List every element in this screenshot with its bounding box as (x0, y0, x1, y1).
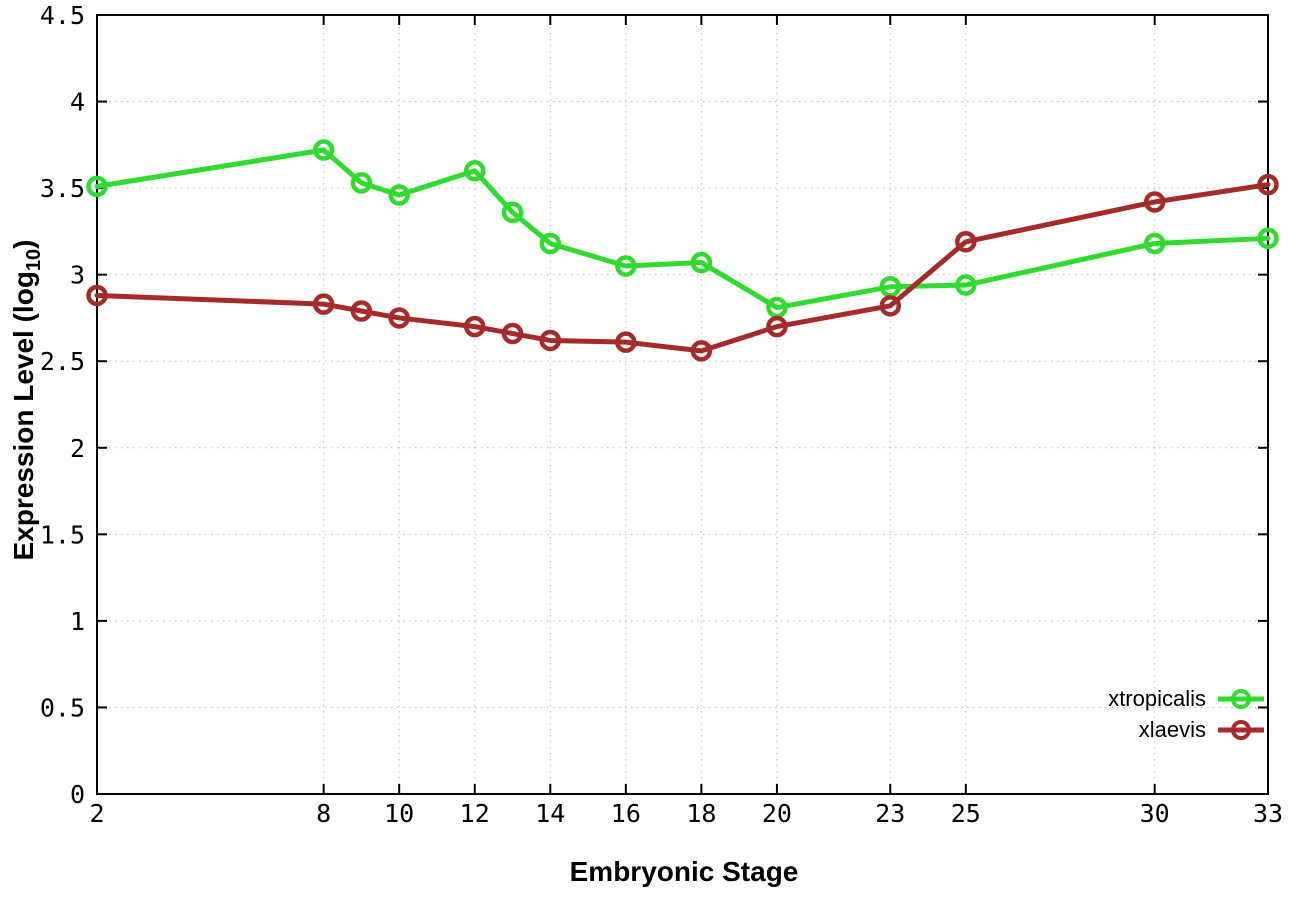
data-point-xlaevis (955, 231, 977, 253)
data-point-xlaevis (86, 284, 108, 307)
data-point-xlaevis (1257, 173, 1279, 196)
data-point-xlaevis (463, 315, 486, 338)
y-tick-label: 3 (70, 261, 85, 290)
x-tick-label: 2 (89, 799, 104, 828)
data-point-xtropicalis (539, 232, 562, 255)
x-tick-label: 20 (762, 799, 792, 828)
x-tick-label: 23 (875, 799, 905, 828)
y-tick-label: 0 (70, 780, 85, 809)
data-point-xtropicalis (1143, 232, 1166, 255)
y-tick-label: 3.5 (40, 174, 85, 203)
data-point-xlaevis (388, 307, 410, 329)
data-point-xtropicalis (350, 172, 373, 194)
data-point-xlaevis (312, 293, 335, 315)
x-tick-label: 16 (611, 799, 641, 828)
x-tick-label: 30 (1140, 799, 1170, 828)
open-circle-marker-icon (1231, 689, 1251, 709)
data-point-xlaevis (690, 340, 713, 362)
x-axis-title: Embryonic Stage (569, 856, 799, 887)
x-tick-label: 18 (686, 799, 716, 828)
data-point-xlaevis (766, 315, 788, 338)
series-line-xtropicalis (94, 147, 1271, 311)
legend: xtropicalis xlaevis (1108, 686, 1264, 743)
data-point-xlaevis (615, 331, 637, 353)
data-point-xtropicalis (690, 251, 713, 274)
y-axis-title-suffix: ) (8, 239, 40, 249)
y-axis-title: Expression Level (log10) (8, 240, 46, 561)
x-tick-label: 10 (384, 799, 414, 828)
data-point-xtropicalis (388, 184, 410, 206)
y-axis-title-subscript: 10 (22, 248, 45, 272)
series-line-xlaevis (94, 182, 1271, 354)
data-point-xlaevis (879, 295, 902, 317)
legend-sample-xlaevis (1218, 717, 1264, 743)
x-tick-label: 12 (460, 799, 490, 828)
legend-row-xtropicalis: xtropicalis (1108, 686, 1264, 712)
data-point-xtropicalis (615, 255, 637, 277)
data-point-xtropicalis (312, 139, 335, 161)
y-tick-label: 2.5 (40, 347, 85, 376)
data-point-xlaevis (1143, 191, 1166, 213)
legend-label-xlaevis: xlaevis (1138, 717, 1206, 742)
y-tick-label: 1.5 (40, 520, 85, 549)
x-tick-label: 14 (535, 799, 565, 828)
plot-frame (96, 14, 1269, 795)
y-tick-label: 1 (70, 607, 85, 636)
legend-row-xlaevis: xlaevis (1139, 717, 1264, 743)
y-axis-title-text: Expression Level (log (8, 271, 40, 561)
data-point-xtropicalis (463, 160, 486, 182)
data-point-xlaevis (501, 322, 524, 345)
x-tick-label: 33 (1253, 799, 1283, 828)
y-tick-label: 0.5 (40, 693, 85, 722)
data-point-xlaevis (350, 300, 373, 322)
legend-label-xtropicalis: xtropicalis (1108, 686, 1206, 711)
data-point-xtropicalis (1257, 227, 1279, 250)
data-point-xtropicalis (501, 201, 524, 224)
y-tick-label: 2 (70, 434, 85, 463)
legend-sample-xtropicalis (1218, 686, 1264, 712)
x-tick-label: 8 (316, 799, 331, 828)
data-point-xlaevis (539, 329, 562, 352)
y-tick-label: 4 (70, 88, 85, 117)
data-point-xtropicalis (955, 274, 977, 296)
x-tick-label: 25 (951, 799, 981, 828)
data-point-xtropicalis (86, 175, 108, 198)
open-circle-marker-icon (1231, 720, 1251, 740)
y-tick-label: 4.5 (40, 1, 85, 30)
